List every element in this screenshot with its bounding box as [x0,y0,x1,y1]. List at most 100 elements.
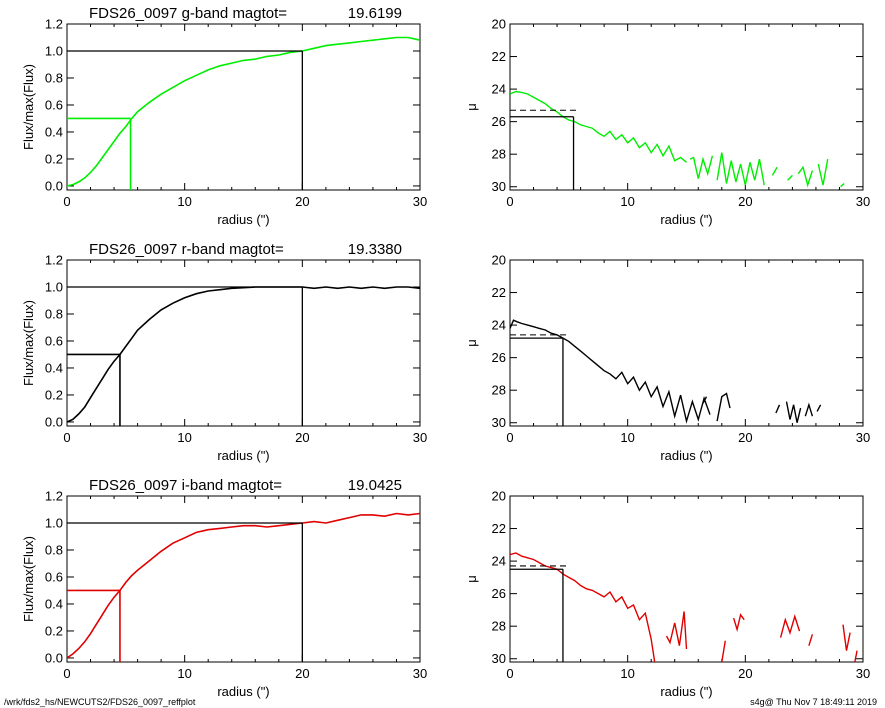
sb-profile-segment [804,402,814,417]
y-tick-label: 0.0 [45,650,63,665]
panel-g-growth-curve: FDS26_0097 g-band magtot= 19.6199 0 10 20 30 0… [21,5,427,227]
x-tick-label: 0 [506,430,513,445]
x-tick-label: 10 [177,666,191,681]
data-area [67,512,420,662]
y-tick-label: 0.4 [45,596,63,611]
footer-timestamp: s4g@ Thu Nov 7 18:49:11 2019 [750,697,877,707]
growth-curve-line [67,512,420,659]
x-tick-label: 10 [620,194,634,209]
sb-profile-segment [732,613,745,633]
magtot-value: 19.6199 [348,5,402,22]
y-tick-label: 0.2 [45,623,63,638]
plot-frame [509,495,864,663]
panel-r-surface-brightness: 0 10 20 30 20 22 24 26 28 30 radius (") μ [464,253,870,464]
plot-frame [66,259,421,427]
panel-r-growth-curve: FDS26_0097 r-band magtot= 19.3380 0 10 20 30 0… [21,241,427,463]
y-tick-label: 1.2 [45,253,63,268]
sb-profile-segment [721,640,726,662]
y-tick-label: 26 [492,586,506,601]
magtot-value: 19.3380 [348,241,402,258]
x-axis-label: radius (") [217,212,269,227]
y-tick-label: 30 [492,651,506,666]
x-tick-label: 30 [856,430,870,445]
growth-curve-line [67,36,420,187]
x-axis-label: radius (") [660,212,712,227]
y-tick-label: 0.4 [45,360,63,375]
sb-profile-segment [775,404,781,414]
x-tick-label: 20 [295,430,309,445]
x-tick-label: 10 [620,666,634,681]
plot-frame [509,259,864,427]
y-tick-label: 24 [492,554,506,569]
x-tick-label: 20 [738,194,752,209]
y-tick-label: 22 [492,521,506,536]
y-tick-label: 0.0 [45,178,63,193]
sb-profile-segment [787,174,793,181]
y-tick-label: 0.8 [45,542,63,557]
sb-profile-segment [854,650,858,662]
y-axis-label: μ [464,339,479,347]
data-area [510,319,822,426]
sb-profile-segment [716,392,731,422]
x-tick-label: 0 [63,430,70,445]
sb-profile-segment [689,155,714,179]
y-tick-label: 1.2 [45,17,63,32]
sb-profile-segment [771,166,778,176]
data-area [67,286,420,426]
plot-frame [509,23,864,191]
sb-profile-segment [510,319,711,424]
footer-file-path: /wrk/fds2_hs/NEWCUTS2/FDS26_0097_reffplo… [4,697,196,707]
plot-frame [66,495,421,663]
data-area [67,36,420,190]
x-tick-label: 30 [413,194,427,209]
y-tick-label: 1.0 [45,279,63,294]
sb-profile-segment [510,90,687,163]
y-axis-label: Flux/max(Flux) [21,300,36,386]
y-tick-label: 0.8 [45,70,63,85]
y-tick-label: 1.2 [45,489,63,504]
x-tick-label: 10 [620,430,634,445]
panel-i-growth-curve: FDS26_0097 i-band magtot= 19.0425 0 10 20 30 0… [21,477,427,699]
magtot-value: 19.0425 [348,477,402,494]
chart-title: FDS26_0097 g-band magtot= [89,5,287,22]
sb-profile-segment [779,614,801,638]
y-tick-label: 0.0 [45,414,63,429]
y-tick-label: 20 [492,489,506,504]
x-tick-label: 20 [738,430,752,445]
y-tick-label: 0.6 [45,333,63,348]
data-area [510,90,845,190]
sb-profile-segment [716,152,765,186]
y-tick-label: 0.6 [45,97,63,112]
y-tick-label: 26 [492,114,506,129]
y-tick-label: 28 [492,383,506,398]
y-tick-label: 26 [492,350,506,365]
y-axis-label: Flux/max(Flux) [21,536,36,622]
y-axis-label: μ [464,575,479,583]
chart-title: FDS26_0097 r-band magtot= [89,241,284,258]
sb-profile-segment [665,611,688,650]
x-axis-label: radius (") [660,684,712,699]
y-tick-label: 28 [492,619,506,634]
sb-profile-segment [842,624,851,651]
y-tick-label: 0.2 [45,151,63,166]
y-tick-label: 22 [492,285,506,300]
x-axis-label: radius (") [217,448,269,463]
y-tick-label: 1.0 [45,515,63,530]
panel-i-surface-brightness: 0 10 20 30 20 22 24 26 28 30 radius (") μ [464,489,870,700]
y-tick-label: 24 [492,318,506,333]
y-tick-label: 20 [492,253,506,268]
y-axis-label: Flux/max(Flux) [21,64,36,150]
y-tick-label: 22 [492,49,506,64]
x-tick-label: 0 [63,666,70,681]
x-tick-label: 30 [413,666,427,681]
x-tick-label: 30 [856,194,870,209]
data-area [510,552,858,662]
y-tick-label: 28 [492,147,506,162]
sb-profile-segment [808,634,814,646]
x-tick-label: 20 [295,666,309,681]
plot-frame [66,23,421,191]
sb-profile-segment [510,552,656,662]
sb-profile-segment [785,401,802,423]
y-tick-label: 30 [492,415,506,430]
